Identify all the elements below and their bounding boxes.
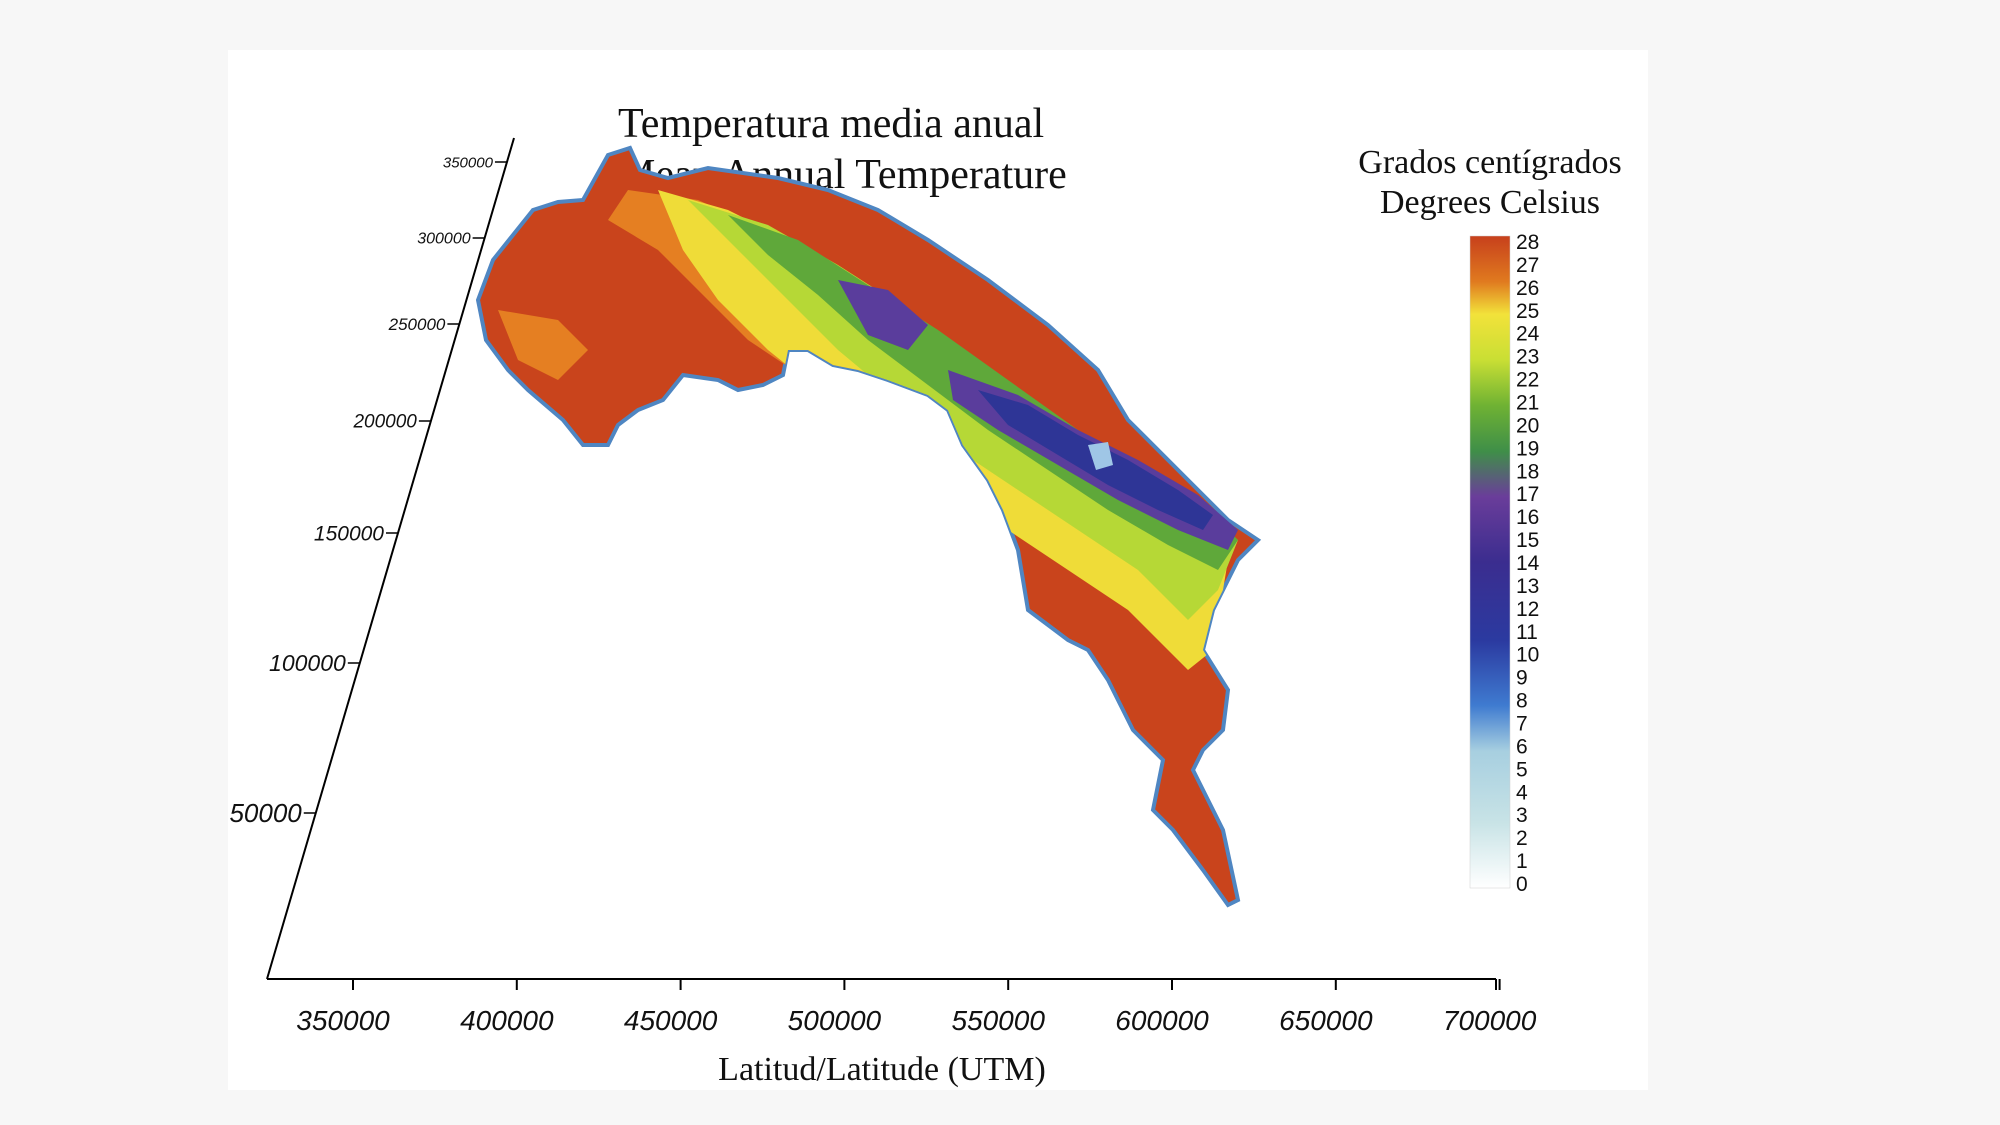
legend-tick-label: 23 bbox=[1516, 346, 1539, 369]
legend-tick-label: 3 bbox=[1516, 804, 1528, 827]
legend-tick-label: 26 bbox=[1516, 277, 1539, 300]
legend-tick-label: 7 bbox=[1516, 713, 1528, 736]
y-tick-label: 150000 bbox=[314, 522, 384, 545]
legend-tick-label: 19 bbox=[1516, 437, 1539, 460]
y-tick-label: 350000 bbox=[443, 154, 494, 171]
legend-tick-label: 17 bbox=[1516, 483, 1539, 506]
x-tick-label: 500000 bbox=[788, 1005, 882, 1036]
legend-tick-label: 4 bbox=[1516, 781, 1528, 804]
axis-frame bbox=[266, 137, 1497, 990]
legend-tick-label: 21 bbox=[1516, 392, 1539, 415]
x-axis-ticks: 350000 400000 450000 500000 550000 600000 6500… bbox=[296, 979, 1537, 1036]
legend-tick-label: 27 bbox=[1516, 254, 1539, 277]
legend-tick-label: 12 bbox=[1516, 598, 1539, 621]
legend-tick-label: 9 bbox=[1516, 667, 1528, 690]
y-tick-label: 200000 bbox=[352, 412, 417, 433]
y-axis-ticks: 350000 300000 250000 200000 150000 100000 5000… bbox=[229, 154, 507, 828]
legend-tick-label: 20 bbox=[1516, 414, 1539, 437]
legend-tick-label: 16 bbox=[1516, 506, 1539, 529]
map-coastline bbox=[475, 145, 1262, 908]
legend-tick-label: 11 bbox=[1516, 621, 1538, 644]
legend-tick-label: 6 bbox=[1516, 735, 1528, 758]
map-canvas: Temperatura media anual Mean Annual Temp… bbox=[229, 101, 1621, 1088]
legend-color-bar bbox=[1469, 235, 1511, 889]
osa-warm-spots bbox=[1078, 750, 1148, 820]
costa-rica-map bbox=[475, 145, 1262, 908]
nicoya-warm-spots bbox=[498, 310, 588, 380]
legend-tick-label: 0 bbox=[1516, 873, 1528, 896]
legend-tick-label: 5 bbox=[1516, 758, 1528, 781]
legend-title-english: Degrees Celsius bbox=[1380, 184, 1600, 221]
peak-zone bbox=[1088, 442, 1113, 470]
legend-tick-label: 10 bbox=[1516, 644, 1539, 667]
x-tick-label: 450000 bbox=[624, 1005, 718, 1036]
y-tick-label: 50000 bbox=[229, 798, 302, 828]
legend-tick-label: 18 bbox=[1516, 460, 1539, 483]
legend-title-spanish: Grados centígrados bbox=[1358, 144, 1621, 181]
legend-tick-label: 1 bbox=[1516, 850, 1528, 873]
legend-tick-label: 2 bbox=[1516, 827, 1528, 850]
y-tick-label: 300000 bbox=[417, 231, 470, 248]
x-tick-label: 350000 bbox=[296, 1005, 390, 1036]
legend-tick-label: 15 bbox=[1516, 529, 1539, 552]
x-tick-label: 550000 bbox=[951, 1005, 1045, 1036]
legend-tick-labels: 2827262524232221201918171615141312111098… bbox=[1516, 231, 1540, 896]
legend-tick-label: 22 bbox=[1516, 369, 1539, 392]
legend-tick-label: 24 bbox=[1516, 323, 1540, 346]
x-axis-label: Latitud/Latitude (UTM) bbox=[718, 1051, 1046, 1088]
x-tick-label: 650000 bbox=[1279, 1005, 1373, 1036]
legend-tick-label: 13 bbox=[1516, 575, 1539, 598]
y-tick-label: 250000 bbox=[388, 315, 446, 334]
legend-tick-label: 14 bbox=[1516, 552, 1540, 575]
legend-tick-label: 8 bbox=[1516, 690, 1528, 713]
x-tick-label: 400000 bbox=[460, 1005, 554, 1036]
title-spanish: Temperatura media anual bbox=[618, 101, 1044, 147]
legend-tick-label: 25 bbox=[1516, 300, 1539, 323]
x-tick-label: 600000 bbox=[1115, 1005, 1209, 1036]
y-tick-label: 100000 bbox=[269, 650, 346, 676]
legend-tick-label: 28 bbox=[1516, 231, 1539, 254]
map-figure: Temperatura media anual Mean Annual Temp… bbox=[228, 50, 1648, 1090]
x-tick-label: 700000 bbox=[1443, 1005, 1537, 1036]
